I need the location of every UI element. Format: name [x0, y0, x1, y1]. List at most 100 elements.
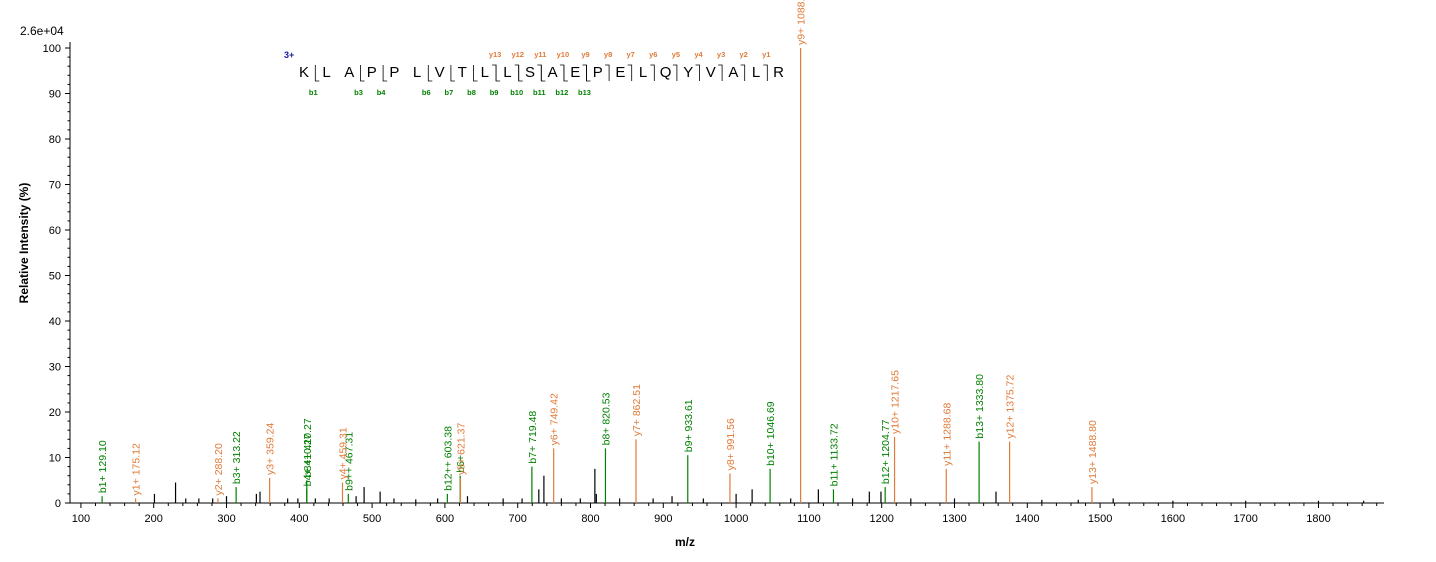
b-fragment-label: b10 — [510, 88, 523, 97]
peak-label: b3+ 313.22 — [231, 431, 243, 484]
y-fragment-marker — [695, 64, 700, 81]
peak-label: b8+ 820.53 — [600, 392, 612, 445]
b-fragment-marker — [314, 65, 320, 82]
peak-label: b13+ 1333.80 — [974, 374, 986, 439]
y-fragment-marker — [718, 64, 723, 81]
y-fragment-label: y4 — [694, 50, 703, 59]
b-fragment-marker — [563, 65, 568, 82]
x-tick-label: 1300 — [942, 513, 966, 525]
sequence-residue: R — [773, 64, 784, 81]
y-tick-label: 30 — [49, 362, 61, 374]
peak-label: b7+ 719.48 — [527, 411, 539, 464]
y-tick-label: 0 — [55, 498, 61, 510]
b-fragment-marker — [427, 65, 433, 82]
y-fragment-marker — [514, 64, 520, 81]
y-fragment-marker — [559, 64, 565, 81]
y-fragment-marker — [650, 64, 655, 81]
x-tick-label: 1600 — [1161, 513, 1185, 525]
sequence-residue: P — [367, 64, 377, 81]
x-axis-title: m/z — [675, 535, 695, 549]
b-fragment-marker — [586, 65, 591, 82]
b-fragment-marker — [540, 65, 546, 82]
b-fragment-label: b7 — [445, 88, 454, 97]
peak-label: y10+ 1217.65 — [890, 370, 902, 434]
sequence-residue: A — [344, 64, 354, 81]
b-fragment-label: b8 — [467, 88, 476, 97]
x-tick-label: 1100 — [797, 513, 821, 525]
b-fragment-label: b6 — [422, 88, 431, 97]
y-axis-ticks: 0 10 20 30 40 50 60 70 80 90 100 — [43, 43, 70, 510]
y-fragment-marker — [537, 64, 542, 81]
b-fragment-marker — [360, 65, 365, 82]
y-tick-label: 90 — [49, 89, 61, 101]
y-tick-label: 70 — [49, 180, 61, 192]
sequence-residue: L — [752, 64, 760, 81]
x-tick-label: 300 — [217, 513, 235, 525]
b-fragment-label: b9 — [490, 88, 499, 97]
sequence-residue: L — [322, 64, 330, 81]
b-fragment-label: b12 — [555, 88, 568, 97]
y-fragment-label: y7 — [627, 50, 635, 59]
peak-label: y13+ 1488.80 — [1087, 420, 1099, 484]
y-fragment-marker — [627, 64, 633, 81]
y-fragment-label: y11 — [534, 50, 546, 59]
y-tick-label: 60 — [49, 225, 61, 237]
y-fragment-marker — [672, 64, 678, 81]
b-fragment-marker — [450, 65, 455, 82]
y-fragment-label: y9 — [581, 50, 589, 59]
peak-label: b4+ 410.27 — [302, 433, 314, 486]
x-tick-label: 200 — [145, 513, 163, 525]
sequence-residue: Y — [683, 64, 693, 81]
x-tick-label: 700 — [509, 513, 527, 525]
y-fragment-marker — [763, 64, 768, 81]
b-fragment-label: b11 — [533, 88, 546, 97]
axes — [69, 42, 1384, 504]
peak-label: b11+ 1133.72 — [828, 423, 840, 486]
sequence-residue: A — [548, 64, 558, 81]
b-fragment-marker — [518, 65, 523, 82]
y-fragment-marker — [740, 64, 746, 81]
b-fragment-marker — [495, 65, 501, 82]
peak-label: b9+ 933.61 — [683, 399, 695, 452]
x-tick-label: 1700 — [1233, 513, 1257, 525]
x-tick-label: 1000 — [724, 513, 748, 525]
sequence-residue: L — [503, 64, 511, 81]
b-fragment-label: b13 — [578, 88, 591, 97]
sequence-residue: P — [593, 64, 603, 81]
x-tick-label: 1200 — [869, 513, 893, 525]
x-tick-label: 500 — [363, 513, 381, 525]
peak-label: y7+ 862.51 — [631, 384, 643, 436]
y-tick-label: 50 — [49, 271, 61, 283]
peak-label: y12+ 1375.72 — [1005, 374, 1017, 438]
x-tick-label: 1400 — [1015, 513, 1039, 525]
peaks — [101, 48, 1365, 503]
y-fragment-label: y10 — [557, 50, 570, 59]
sequence-residue: V — [706, 64, 716, 81]
charge-state: 3+ — [284, 50, 294, 60]
sequence-residue: S — [525, 64, 535, 81]
peak-label: b6+ — [455, 455, 467, 473]
peak-label: y9+ 1088.61 — [796, 0, 808, 45]
y-tick-label: 100 — [43, 43, 61, 55]
x-tick-label: 900 — [654, 513, 672, 525]
b-fragment-label: b4 — [377, 88, 387, 97]
peak-label: b8++ 410.27 — [302, 418, 314, 477]
x-tick-label: 600 — [436, 513, 454, 525]
x-tick-label: 800 — [581, 513, 599, 525]
sequence-residue: K — [299, 64, 309, 81]
y-tick-label: 40 — [49, 316, 61, 328]
sequence-residue: E — [570, 64, 580, 81]
x-tick-label: 1500 — [1088, 513, 1112, 525]
sequence-residue: T — [458, 64, 467, 81]
peak-label: b10+ 1046.69 — [765, 401, 777, 466]
y-fragment-label: y2 — [740, 50, 748, 59]
peak-label: y3+ 359.24 — [265, 423, 277, 475]
y-fragment-label: y13 — [489, 50, 502, 59]
peak-label: b12+ 1204.77 — [880, 419, 892, 484]
peak-label: y6+ 749.42 — [549, 393, 561, 445]
y-fragment-label: y8 — [604, 50, 612, 59]
peak-label: b9++ 467.31 — [343, 432, 355, 491]
peak-label: b1+ 129.10 — [97, 440, 109, 493]
